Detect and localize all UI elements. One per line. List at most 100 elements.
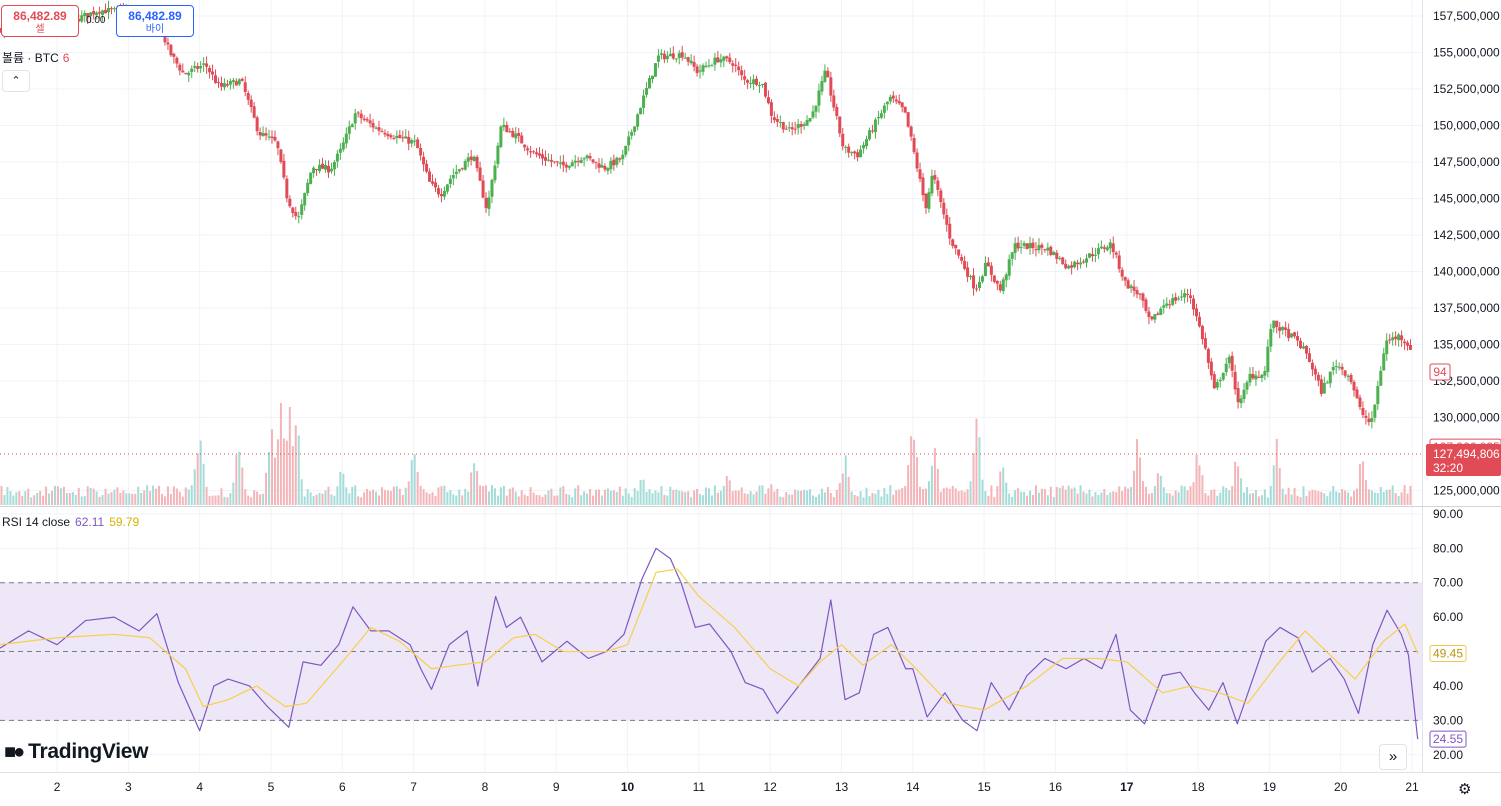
volume-bar	[595, 489, 598, 505]
volume-bar	[624, 488, 627, 505]
volume-bar	[485, 485, 488, 505]
time-tick-label: 2	[54, 780, 61, 794]
rsi-tick-label: 40.00	[1433, 679, 1463, 693]
collapse-legend-button[interactable]: ⌃	[2, 70, 30, 92]
volume-bar	[1213, 489, 1216, 505]
candle	[499, 125, 503, 149]
candle	[808, 117, 812, 123]
tradingview-logo[interactable]: ■● TradingView	[4, 740, 148, 764]
volume-bar	[1159, 475, 1162, 505]
volume-bar	[618, 486, 621, 505]
candle	[419, 143, 423, 161]
sell-button[interactable]: 86,482.89 셀	[1, 5, 79, 37]
volume-bar	[235, 454, 238, 505]
volume-bar	[152, 485, 155, 505]
volume-bar	[972, 453, 975, 505]
volume-bar	[410, 460, 413, 505]
volume-legend[interactable]: 볼륨 · BTC 6	[2, 49, 69, 66]
volume-bar	[89, 487, 92, 505]
volume-bar	[978, 437, 981, 505]
candle	[181, 63, 185, 73]
volume-bar	[1136, 439, 1139, 505]
volume-bar	[752, 494, 755, 505]
candle	[1358, 394, 1362, 410]
volume-bar	[273, 457, 276, 505]
volume-bar	[33, 495, 36, 505]
candle	[945, 208, 949, 232]
candle	[1391, 332, 1395, 346]
rsi-legend[interactable]: RSI 14 close 62.11 59.79	[2, 515, 139, 529]
volume-bar	[794, 489, 797, 505]
volume-bar	[199, 440, 202, 505]
volume-bar	[1106, 494, 1109, 505]
candle	[454, 164, 458, 179]
volume-bar	[1171, 495, 1174, 505]
volume-bar	[764, 493, 767, 505]
volume-bar	[140, 492, 143, 505]
candle	[487, 190, 491, 217]
candle	[1322, 376, 1326, 394]
candle	[107, 0, 111, 20]
volume-bar	[300, 479, 303, 505]
volume-bar	[401, 494, 404, 505]
volume-bar	[987, 495, 990, 505]
candle	[475, 154, 479, 172]
candle	[1099, 240, 1103, 250]
candle	[532, 150, 536, 155]
volume-bar	[547, 490, 550, 505]
volume-bar	[285, 440, 288, 505]
candle	[1046, 242, 1050, 256]
volume-bar	[1370, 490, 1373, 505]
price-axis[interactable]: 160,000,000157,500,000155,000,000152,500…	[1433, 0, 1500, 497]
settings-button[interactable]: ⚙	[1458, 780, 1471, 798]
price-tick-label: 140,000,000	[1433, 264, 1500, 278]
volume-bar	[927, 481, 930, 505]
volume-bar	[193, 469, 196, 505]
candle	[600, 158, 604, 168]
volume-bar	[241, 467, 244, 505]
candle	[1236, 381, 1240, 409]
volume-bar	[580, 495, 583, 505]
candle	[95, 11, 99, 20]
candle	[493, 160, 497, 184]
volume-bar	[996, 486, 999, 505]
time-tick-label: 17	[1120, 780, 1134, 794]
volume-bar	[74, 494, 77, 505]
candle	[291, 206, 295, 218]
volume-bar	[253, 490, 256, 505]
volume-bar	[705, 487, 707, 505]
sell-price: 86,482.89	[13, 9, 67, 23]
double-chevron-right-icon: »	[1388, 748, 1398, 765]
buy-button[interactable]: 86,482.89 바이	[116, 5, 194, 37]
candle	[1337, 362, 1341, 371]
volume-bar	[354, 485, 357, 505]
volume-bar	[297, 435, 300, 505]
volume-bar	[116, 487, 119, 505]
volume-bar	[1046, 495, 1049, 505]
candle	[249, 95, 253, 113]
volume-bar	[672, 490, 675, 505]
volume-bar	[556, 495, 559, 505]
volume-bar	[699, 494, 702, 505]
volume-bar	[363, 492, 366, 505]
candle	[1373, 404, 1377, 423]
volume-bar	[559, 487, 562, 505]
volume-bar	[455, 495, 458, 505]
rsi-axis[interactable]: 90.00 80.00 70.00 60.00 40.00 30.00 20.00	[1433, 507, 1463, 762]
scroll-to-realtime-button[interactable]: »	[1379, 744, 1407, 770]
volume-bar	[716, 492, 719, 505]
volume-bar	[1234, 461, 1237, 505]
candle	[508, 128, 512, 133]
volume-bar	[541, 497, 544, 505]
volume-bar	[24, 491, 27, 505]
volume-bar	[865, 487, 868, 505]
volume-bar	[172, 486, 175, 505]
volume-bar	[862, 497, 865, 505]
volume-bar	[1121, 491, 1124, 505]
time-axis[interactable]: 2 3 4 5 6 7 8 9 10 11 12 13 14 15 16 17 18 19 20 21	[54, 780, 1419, 794]
volume-bar	[134, 493, 137, 505]
volume-bar	[205, 486, 208, 505]
candle	[897, 94, 901, 106]
candle	[1061, 256, 1065, 265]
